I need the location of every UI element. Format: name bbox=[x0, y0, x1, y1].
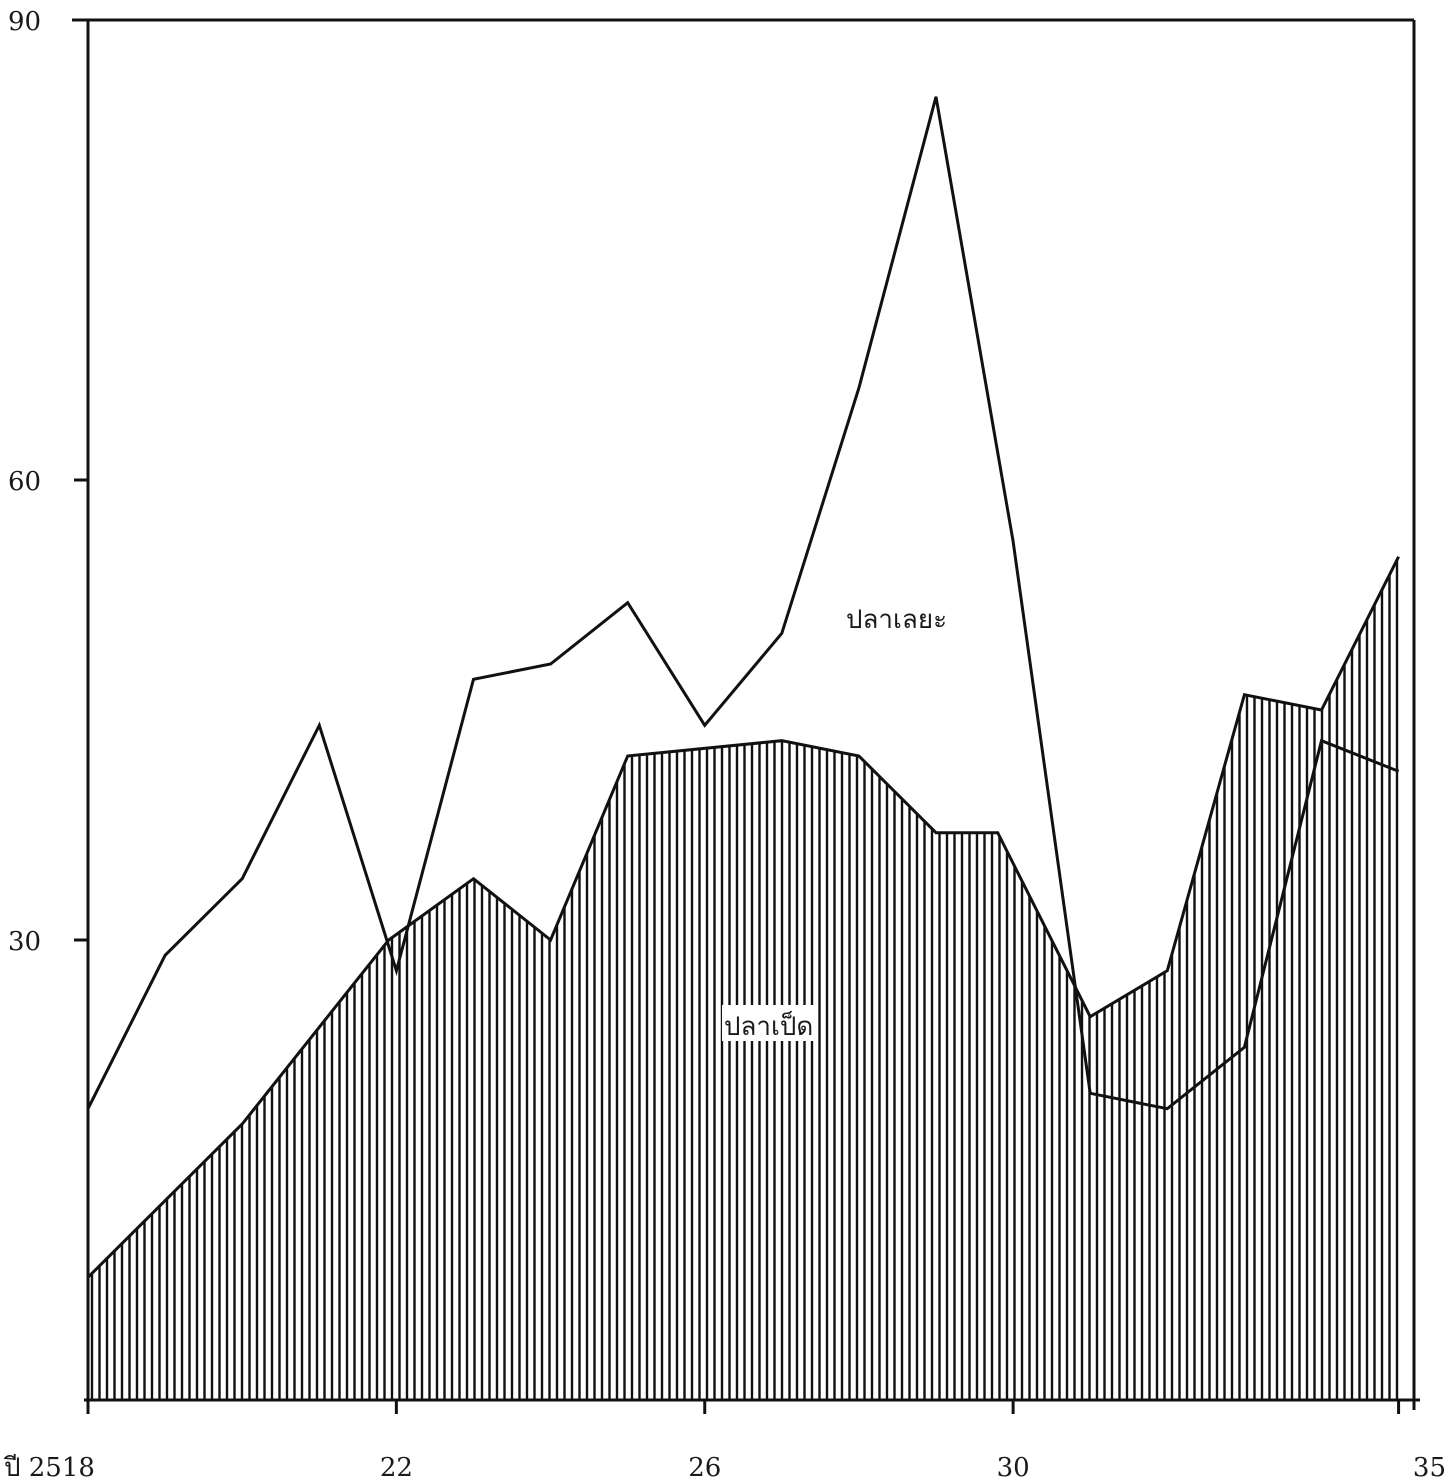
series-label-pla-leya: ปลาเลยะ bbox=[846, 605, 947, 635]
y-tick-label: 60 bbox=[8, 467, 41, 497]
pla-ped-hatching bbox=[90, 556, 1399, 1400]
x-tick-label: 35 bbox=[1413, 1453, 1446, 1483]
x-tick-label: 26 bbox=[688, 1453, 721, 1483]
x-tick-label: 22 bbox=[380, 1453, 413, 1483]
x-tick-label: 30 bbox=[997, 1453, 1030, 1483]
y-tick-label: 90 bbox=[8, 7, 41, 37]
series-label-pla-ped: ปลาเป็ด bbox=[724, 1010, 813, 1042]
y-tick-label: 30 bbox=[8, 927, 41, 957]
series-line-pla-leya bbox=[86, 96, 1400, 1111]
pla-ped-area bbox=[90, 556, 1399, 1400]
series-labels: ปลาเป็ด ปลาเลยะ bbox=[722, 605, 947, 1042]
tick-labels: 90 60 30 ปี 2518 22 26 30 35 bbox=[3, 7, 1446, 1483]
series-lines bbox=[86, 96, 1400, 1279]
x-tick-label: ปี 2518 bbox=[3, 1453, 95, 1483]
axes bbox=[72, 18, 1420, 1414]
pla-ped-label-bg bbox=[722, 1005, 818, 1041]
